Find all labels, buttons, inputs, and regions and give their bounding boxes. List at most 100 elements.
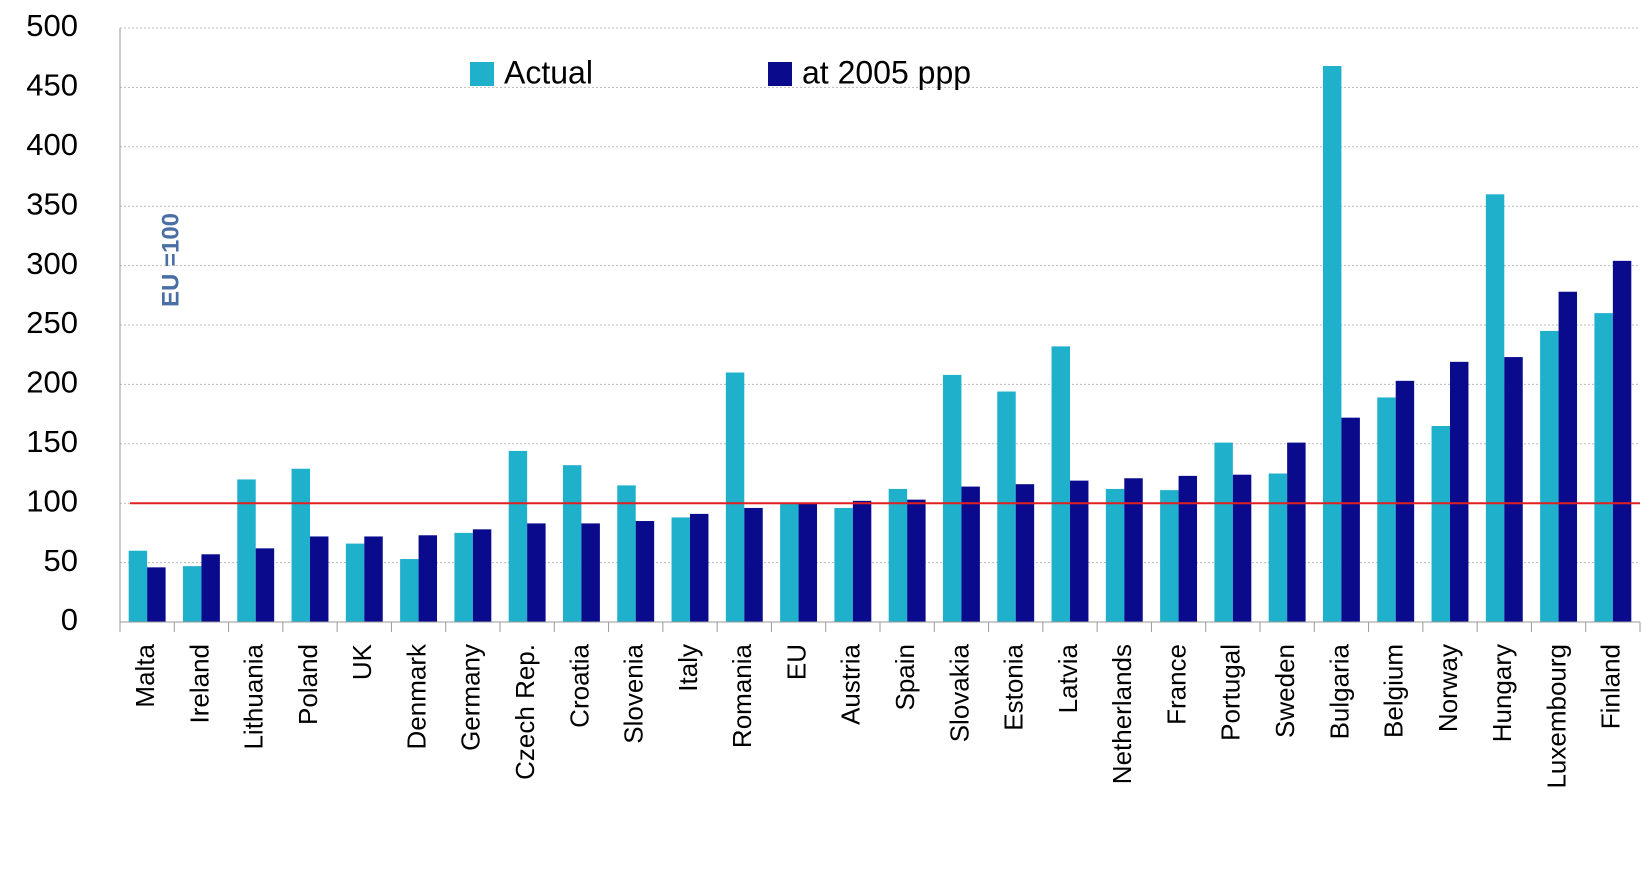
bar — [1558, 291, 1578, 622]
bar — [345, 543, 365, 622]
y-tick-label: 250 — [26, 305, 78, 340]
bar — [1322, 66, 1342, 623]
bar — [798, 503, 818, 622]
bar — [562, 465, 582, 622]
x-tick-label: Poland — [293, 644, 323, 725]
x-tick-label: Croatia — [564, 643, 594, 727]
bar — [310, 536, 329, 622]
y-tick-label: 300 — [26, 246, 78, 281]
bar — [690, 513, 709, 622]
bar — [1105, 488, 1125, 622]
bar — [1214, 442, 1233, 622]
x-tick-label: Ireland — [184, 644, 214, 724]
bar — [291, 468, 310, 622]
x-tick-label: EU — [781, 644, 811, 680]
x-tick-label: Slovakia — [944, 643, 974, 742]
bar — [364, 536, 383, 622]
x-tick-label: Netherlands — [1107, 644, 1137, 784]
y-tick-label: 500 — [26, 8, 78, 43]
bar — [255, 548, 275, 622]
x-tick-label: Hungary — [1487, 644, 1517, 742]
bar — [508, 450, 528, 622]
x-tick-label: Latvia — [1053, 643, 1083, 713]
bar — [182, 566, 202, 622]
bar — [237, 479, 256, 622]
y-tick-label: 450 — [26, 68, 78, 103]
x-tick-label: Sweden — [1270, 644, 1300, 738]
x-tick-label: UK — [347, 643, 377, 680]
bar — [725, 372, 745, 622]
y-tick-label: 350 — [26, 186, 78, 221]
bar — [834, 507, 853, 622]
bar — [671, 517, 690, 622]
bar — [942, 374, 962, 622]
bar — [1341, 417, 1360, 622]
bar — [1051, 346, 1070, 622]
bar — [1504, 357, 1523, 622]
bar — [1015, 484, 1035, 622]
bar — [852, 500, 872, 622]
y-tick-label: 0 — [61, 602, 78, 637]
y-tick-label: 400 — [26, 127, 78, 162]
x-tick-label: Estonia — [999, 643, 1029, 730]
legend-swatch — [470, 62, 494, 86]
bar — [418, 535, 438, 622]
x-tick-label: Belgium — [1379, 644, 1409, 738]
x-tick-label: Romania — [727, 643, 757, 748]
y-tick-label: 50 — [44, 543, 78, 578]
bar — [201, 554, 220, 622]
legend-label: Actual — [504, 54, 593, 90]
bar — [128, 550, 148, 622]
bar — [1395, 380, 1415, 622]
bar — [1612, 260, 1632, 622]
y-tick-label: 200 — [26, 365, 78, 400]
x-tick-label: Germany — [456, 644, 486, 751]
x-tick-label: Austria — [836, 643, 866, 724]
x-tick-label: Bulgaria — [1324, 643, 1354, 739]
bar — [1540, 330, 1559, 622]
bar — [780, 503, 799, 622]
bar — [907, 499, 926, 622]
bar — [888, 488, 908, 622]
legend-swatch — [768, 62, 792, 86]
bar — [400, 559, 419, 622]
bar — [581, 523, 600, 622]
bar — [1232, 474, 1252, 622]
x-tick-label: France — [1161, 644, 1191, 725]
bar — [1450, 361, 1469, 622]
x-tick-label: Slovenia — [619, 643, 649, 743]
x-tick-label: Portugal — [1216, 644, 1246, 741]
bar — [454, 532, 473, 622]
bar — [1124, 478, 1143, 622]
x-tick-label: Malta — [130, 643, 160, 707]
bar — [527, 523, 546, 622]
bar — [1178, 475, 1198, 622]
bar — [1431, 425, 1450, 622]
y-tick-label: 100 — [26, 483, 78, 518]
bar — [1594, 313, 1613, 622]
x-tick-label: Italy — [673, 644, 703, 692]
bar — [997, 391, 1016, 622]
bar — [635, 521, 655, 622]
legend-label: at 2005 ppp — [802, 54, 971, 90]
x-tick-label: Norway — [1433, 644, 1463, 732]
x-tick-label: Denmark — [401, 643, 431, 749]
bar — [1160, 490, 1179, 622]
x-tick-label: Lithuania — [239, 643, 269, 749]
x-tick-label: Finland — [1596, 644, 1626, 729]
annotation: EU =100 — [157, 213, 184, 307]
bar — [1377, 397, 1396, 622]
x-tick-label: Spain — [890, 644, 920, 711]
bar — [744, 507, 763, 622]
x-tick-label: Luxembourg — [1541, 644, 1571, 789]
bar — [472, 529, 492, 622]
bar — [1485, 194, 1505, 622]
bar — [617, 485, 636, 622]
bar — [1070, 480, 1089, 622]
x-tick-label: Czech Rep. — [510, 644, 540, 780]
y-tick-label: 150 — [26, 424, 78, 459]
bar — [1287, 442, 1306, 622]
bar — [1268, 473, 1288, 622]
bar — [961, 486, 980, 622]
